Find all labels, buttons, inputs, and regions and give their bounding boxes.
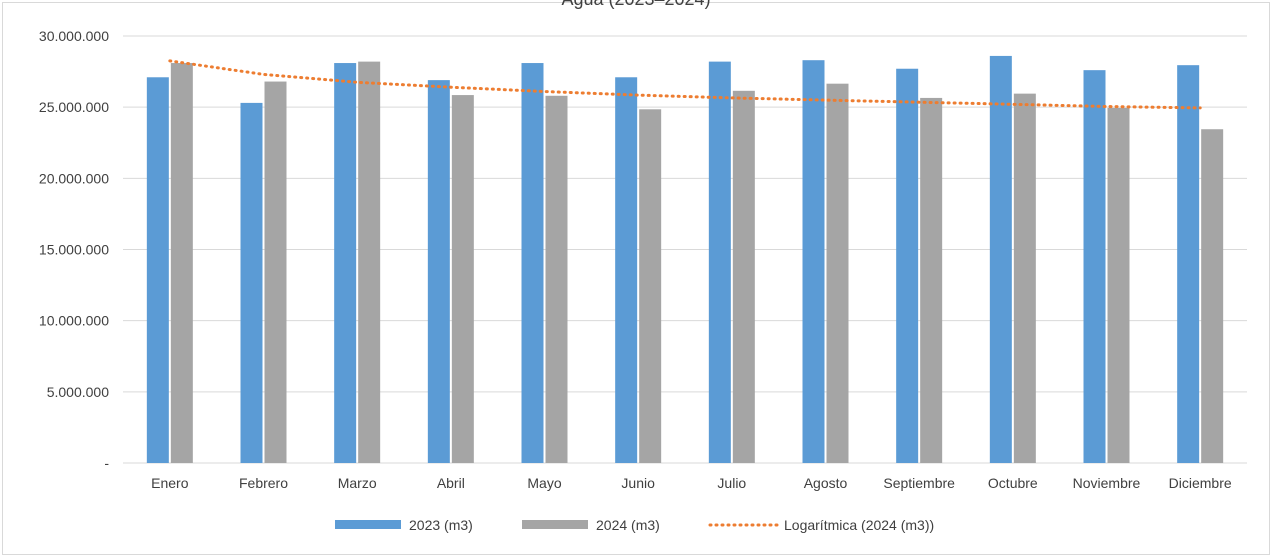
- x-tick-label: Abril: [437, 475, 465, 491]
- bar: [545, 95, 568, 463]
- x-tick-label: Octubre: [988, 475, 1038, 491]
- y-tick-label: 20.000.000: [39, 170, 109, 186]
- legend-label-2023: 2023 (m3): [409, 517, 473, 533]
- x-tick-label: Julio: [717, 475, 746, 491]
- bar: [732, 90, 755, 463]
- y-tick-label: 5.000.000: [47, 384, 109, 400]
- bar: [521, 63, 544, 463]
- chart-svg: - 5.000.000 10.000.000 15.000.000 20.000.000…: [39, 28, 1247, 533]
- y-tick-label: 10.000.000: [39, 313, 109, 329]
- bar: [989, 55, 1012, 463]
- x-tick-label: Septiembre: [883, 475, 955, 491]
- x-tick-label: Mayo: [527, 475, 561, 491]
- x-tick-label: Noviembre: [1073, 475, 1141, 491]
- bar: [264, 81, 287, 464]
- y-tick-label: 30.000.000: [39, 28, 109, 44]
- bar: [170, 63, 193, 463]
- trendline: [168, 59, 1202, 110]
- chart-title: Agua (2023–2024): [3, 0, 1269, 10]
- bar: [920, 97, 943, 463]
- y-tick-label: 25.000.000: [39, 99, 109, 115]
- legend-label-trendline: Logarítmica (2024 (m3)): [784, 517, 934, 533]
- x-tick-label: Diciembre: [1169, 475, 1232, 491]
- x-tick-label: Marzo: [338, 475, 377, 491]
- bar: [358, 61, 381, 464]
- bar: [639, 109, 662, 463]
- legend-swatch-2024: [522, 520, 588, 529]
- x-tick-label: Enero: [151, 475, 189, 491]
- bar: [1107, 107, 1130, 464]
- legend-label-2024: 2024 (m3): [596, 517, 660, 533]
- bar: [896, 68, 919, 463]
- bar: [1201, 129, 1224, 463]
- bar: [334, 63, 357, 463]
- bar: [826, 83, 849, 463]
- y-tick-label: -: [104, 455, 109, 471]
- bar: [1083, 70, 1106, 463]
- bar: [615, 77, 638, 463]
- legend-swatch-2023: [335, 520, 401, 529]
- bar: [427, 80, 450, 463]
- y-tick-label: 15.000.000: [39, 242, 109, 258]
- bar: [146, 77, 169, 463]
- x-tick-label: Agosto: [804, 475, 848, 491]
- bar: [1013, 93, 1036, 464]
- x-tick-label: Junio: [621, 475, 655, 491]
- bar: [1177, 65, 1200, 463]
- bar: [451, 95, 474, 464]
- x-tick-label: Febrero: [239, 475, 288, 491]
- bar: [802, 60, 825, 464]
- bar: [240, 102, 263, 463]
- bar: [708, 61, 731, 464]
